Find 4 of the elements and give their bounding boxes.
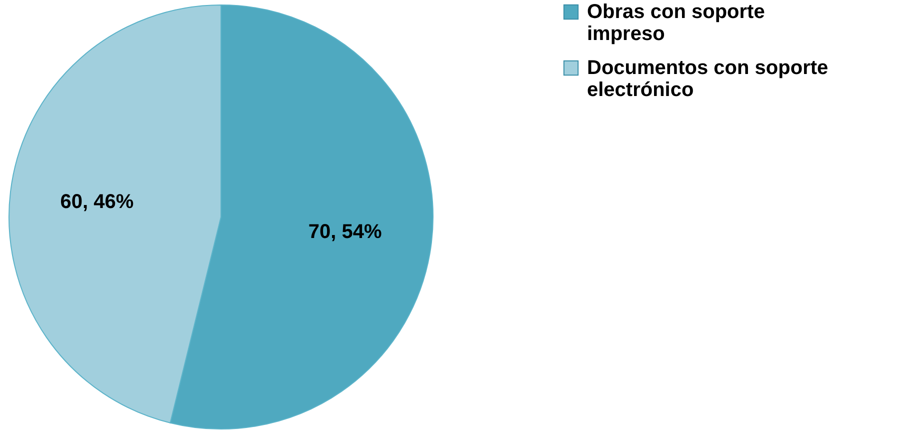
legend-label: Documentos con soporte electrónico: [587, 57, 828, 101]
data-label: 60, 46%: [60, 190, 134, 213]
data-label: 70, 54%: [308, 221, 382, 244]
legend-label: Obras con soporte impreso: [587, 1, 765, 45]
